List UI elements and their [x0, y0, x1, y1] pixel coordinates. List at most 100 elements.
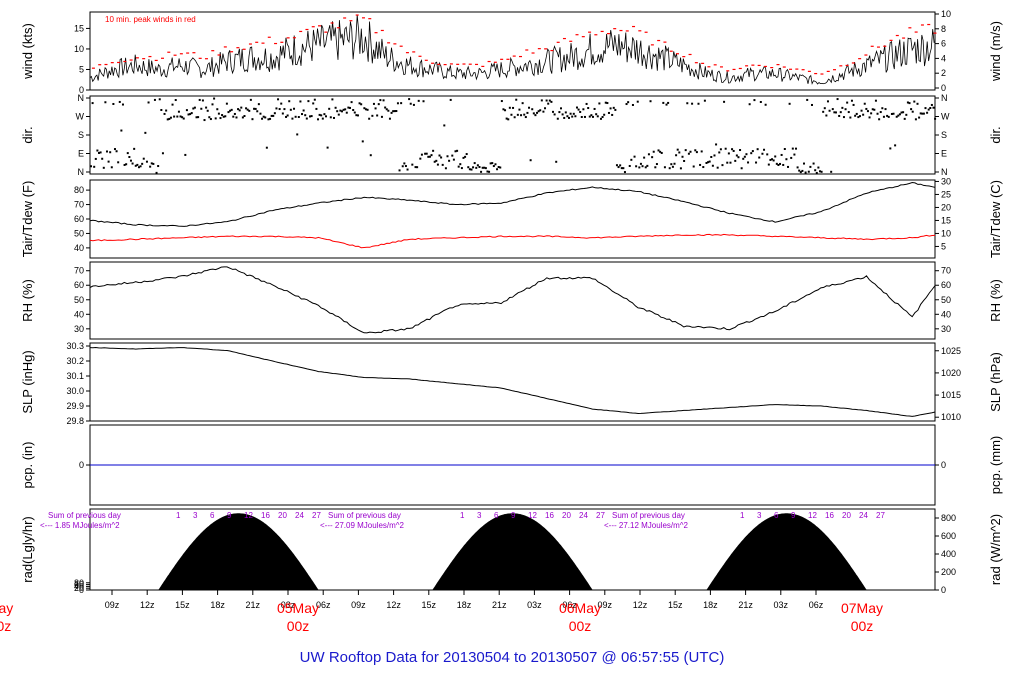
dir-point	[572, 112, 575, 115]
dir-point	[436, 163, 439, 166]
dir-point	[516, 113, 519, 116]
date-label: 06May	[559, 600, 601, 616]
dir-point	[392, 110, 395, 113]
hour-marker: 16	[825, 511, 834, 520]
dir-point	[862, 113, 865, 116]
dir-point	[400, 102, 403, 105]
dir-point	[403, 162, 406, 165]
dir-point	[380, 115, 383, 118]
dir-point	[128, 156, 131, 159]
dir-point	[115, 150, 118, 153]
right-axis-label: dir.	[988, 126, 1003, 143]
right-tick-label: 15	[941, 215, 951, 225]
hour-marker: 6	[494, 511, 499, 520]
dir-point	[251, 118, 254, 121]
dir-point	[727, 152, 730, 155]
dir-point	[118, 100, 121, 103]
dir-point	[655, 163, 658, 166]
left-tick-label: 60	[74, 580, 84, 590]
dir-point	[930, 103, 933, 106]
dir-point	[894, 144, 897, 147]
dir-point	[866, 110, 869, 113]
dir-point	[529, 159, 532, 162]
left-tick-label: W	[76, 112, 85, 122]
dir-point	[131, 162, 134, 165]
dir-point	[360, 103, 363, 106]
dir-point	[299, 100, 302, 103]
rad-annotation-label: Sum of previous day	[328, 511, 401, 520]
dir-point	[372, 102, 375, 105]
dir-point	[718, 151, 721, 154]
dir-point	[245, 107, 248, 110]
dir-point	[524, 116, 527, 119]
dir-point	[914, 118, 917, 121]
right-tick-label: 8	[941, 24, 946, 34]
dir-point	[804, 171, 807, 174]
dir-point	[150, 162, 153, 165]
dir-point	[313, 98, 316, 101]
dir-point	[385, 108, 388, 111]
dir-point	[734, 159, 737, 162]
dir-point	[708, 160, 711, 163]
dir-point	[924, 107, 927, 110]
dir-point	[379, 99, 382, 102]
hour-marker: 3	[757, 511, 762, 520]
dir-point	[550, 100, 553, 103]
left-tick-label: 80	[74, 578, 84, 588]
dir-point	[716, 166, 719, 169]
dir-point	[878, 118, 881, 121]
dir-point	[882, 115, 885, 118]
hour-marker: 3	[477, 511, 482, 520]
dir-point	[839, 111, 842, 114]
dir-point	[446, 155, 449, 158]
dir-point	[651, 156, 654, 159]
dir-point	[441, 163, 444, 166]
dir-point	[459, 163, 462, 166]
dir-point	[679, 167, 682, 170]
dir-point	[117, 161, 120, 164]
dir-point	[726, 161, 729, 164]
dir-point	[109, 151, 112, 154]
x-tick-label: 15z	[668, 600, 683, 610]
dir-point	[724, 147, 727, 150]
dir-point	[795, 147, 798, 150]
dir-point	[663, 166, 666, 169]
dir-point	[110, 166, 113, 169]
dir-point	[168, 117, 171, 120]
dir-point	[743, 155, 746, 158]
dir-point	[387, 109, 390, 112]
dir-point	[547, 102, 550, 105]
x-tick-label: 21z	[492, 600, 507, 610]
dir-point	[417, 99, 420, 102]
dir-point	[617, 166, 620, 169]
hour-marker: 16	[545, 511, 554, 520]
dir-point	[583, 115, 586, 118]
hour-marker: 6	[210, 511, 215, 520]
dir-point	[849, 116, 852, 119]
dir-point	[366, 108, 369, 111]
dir-point	[246, 108, 249, 111]
hour-marker: 20	[562, 511, 571, 520]
hour-marker: 12	[808, 511, 817, 520]
dir-point	[206, 109, 209, 112]
right-tick-label: 4	[941, 53, 946, 63]
dir-point	[454, 150, 457, 153]
dir-point	[868, 116, 871, 119]
dir-point	[553, 113, 556, 116]
dir-point	[121, 103, 124, 106]
x-tick-label: 09z	[105, 600, 120, 610]
left-tick-label: 10	[74, 44, 84, 54]
dir-point	[871, 108, 874, 111]
x-tick-label: 15z	[422, 600, 437, 610]
dir-point	[217, 112, 220, 115]
dir-point	[619, 164, 622, 167]
dir-point	[492, 165, 495, 168]
dir-point	[317, 118, 320, 121]
dir-point	[555, 160, 558, 163]
left-tick-label: 70	[74, 200, 84, 210]
dir-point	[887, 115, 890, 118]
dir-point	[905, 113, 908, 116]
dir-point	[810, 103, 813, 106]
dir-point	[205, 106, 208, 109]
dir-point	[467, 166, 470, 169]
